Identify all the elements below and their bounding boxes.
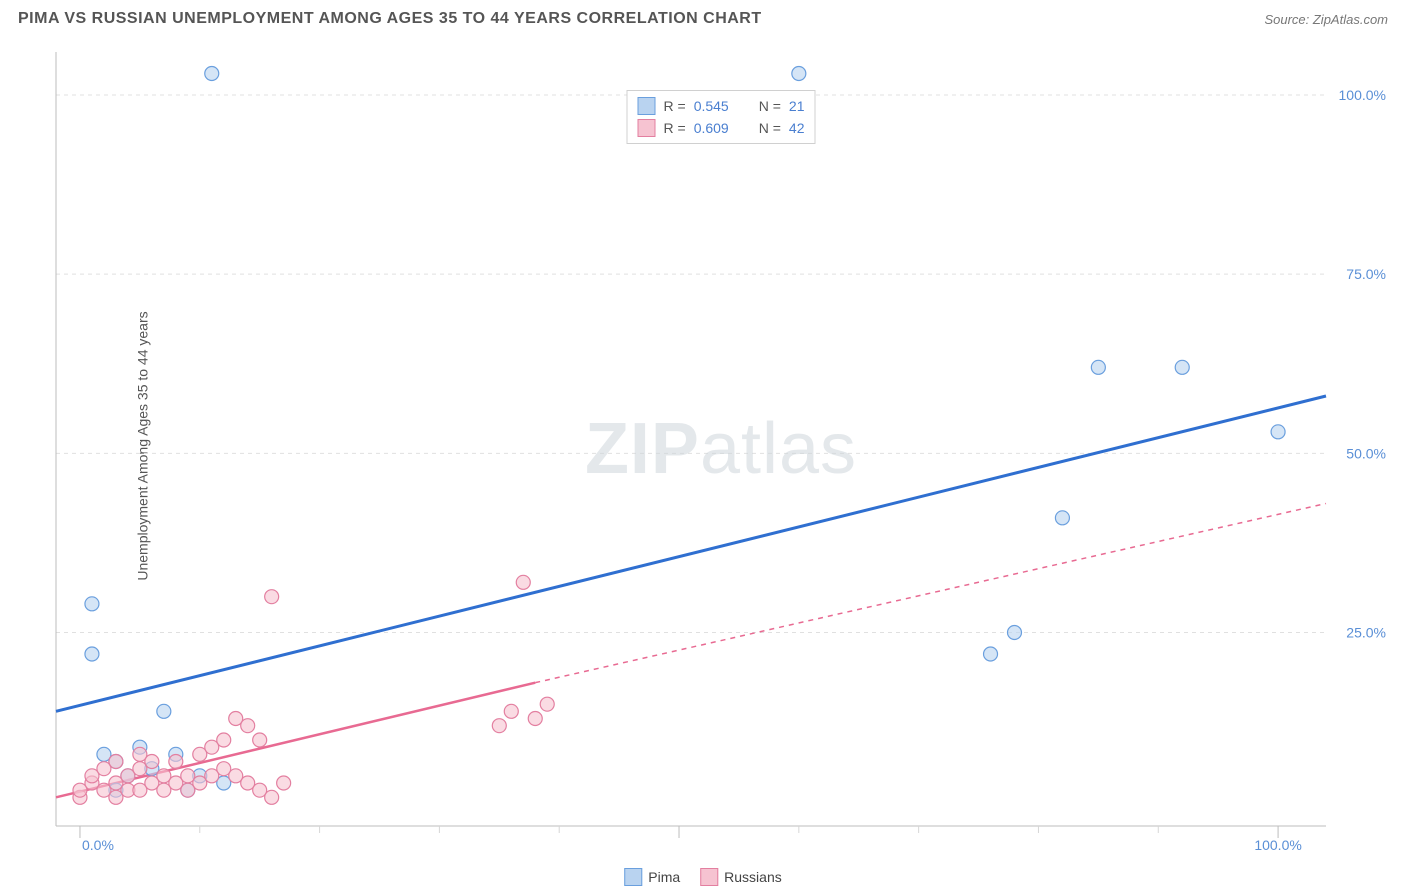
- svg-text:25.0%: 25.0%: [1346, 625, 1386, 641]
- r-value: 0.609: [694, 117, 729, 139]
- legend-label: Russians: [724, 869, 782, 885]
- series-legend: Pima Russians: [624, 868, 782, 886]
- legend-swatch: [624, 868, 642, 886]
- svg-text:50.0%: 50.0%: [1346, 445, 1386, 461]
- r-label: R =: [664, 117, 686, 139]
- n-value: 42: [789, 117, 805, 139]
- legend-item: Pima: [624, 868, 680, 886]
- legend-swatch: [700, 868, 718, 886]
- n-label: N =: [759, 95, 781, 117]
- legend-swatch: [638, 119, 656, 137]
- chart-source: Source: ZipAtlas.com: [1264, 12, 1388, 27]
- legend-swatch: [638, 97, 656, 115]
- legend-label: Pima: [648, 869, 680, 885]
- svg-text:100.0%: 100.0%: [1254, 837, 1301, 853]
- legend-item: Russians: [700, 868, 782, 886]
- n-value: 21: [789, 95, 805, 117]
- chart-title: PIMA VS RUSSIAN UNEMPLOYMENT AMONG AGES …: [18, 10, 762, 28]
- chart-header: PIMA VS RUSSIAN UNEMPLOYMENT AMONG AGES …: [0, 0, 1406, 34]
- scatter-plot: 25.0% 50.0% 75.0% 100.0% 0.0% 100.0%: [46, 44, 1396, 854]
- r-label: R =: [664, 95, 686, 117]
- correlation-legend: R = 0.545 N = 21 R = 0.609 N = 42: [627, 90, 816, 144]
- svg-text:100.0%: 100.0%: [1339, 87, 1386, 103]
- legend-row: R = 0.609 N = 42: [638, 117, 805, 139]
- r-value: 0.545: [694, 95, 729, 117]
- legend-row: R = 0.545 N = 21: [638, 95, 805, 117]
- svg-text:0.0%: 0.0%: [82, 837, 114, 853]
- chart-area: 25.0%50.0%75.0%100.0%0.0%100.0% ZIPatlas…: [46, 44, 1396, 854]
- n-label: N =: [759, 117, 781, 139]
- svg-text:75.0%: 75.0%: [1346, 266, 1386, 282]
